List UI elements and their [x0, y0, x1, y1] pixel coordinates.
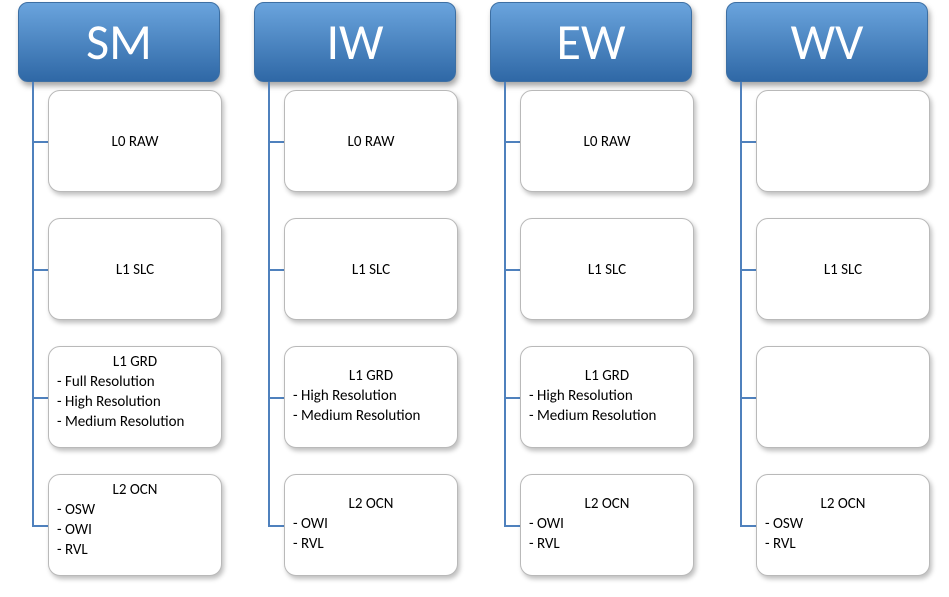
child-node: L1 SLC — [284, 218, 458, 320]
child-node: L0 RAW — [520, 90, 694, 192]
column-wv: WVL1 SLCL2 OCN- OSW- RVL — [726, 2, 928, 82]
child-title: L2 OCN — [521, 494, 693, 514]
child-node: L1 SLC — [520, 218, 694, 320]
child-node — [756, 90, 930, 192]
hierarchy-diagram: SML0 RAWL1 SLCL1 GRD- Full Resolution- H… — [0, 0, 949, 597]
child-node: L2 OCN- OSW- RVL — [756, 474, 930, 576]
child-sub-item: - High Resolution — [49, 392, 221, 412]
child-title: L1 SLC — [49, 260, 221, 280]
child-node: L2 OCN- OSW- OWI- RVL — [48, 474, 222, 576]
column-header: WV — [726, 2, 928, 82]
connector-branch — [32, 525, 48, 527]
child-title: L0 RAW — [521, 132, 693, 152]
child-title: L2 OCN — [49, 480, 221, 500]
connector-stem — [32, 82, 34, 525]
child-sub-item: - RVL — [285, 534, 457, 554]
child-sub-item: - Medium Resolution — [49, 412, 221, 432]
child-sub-item: - RVL — [49, 540, 221, 560]
column-ew: EWL0 RAWL1 SLCL1 GRD- High Resolution- M… — [490, 2, 692, 82]
child-title: L1 SLC — [757, 260, 929, 280]
child-node: L1 GRD- High Resolution- Medium Resoluti… — [520, 346, 694, 448]
child-sub-item: - OWI — [49, 520, 221, 540]
child-title: L2 OCN — [285, 494, 457, 514]
connector-branch — [504, 269, 520, 271]
connector-branch — [504, 397, 520, 399]
connector-stem — [504, 82, 506, 525]
child-title: L2 OCN — [757, 494, 929, 514]
child-node: L1 SLC — [756, 218, 930, 320]
connector-branch — [504, 141, 520, 143]
child-sub-item: - OWI — [521, 514, 693, 534]
child-node: L0 RAW — [48, 90, 222, 192]
child-node: L1 GRD- Full Resolution- High Resolution… — [48, 346, 222, 448]
child-sub-item: - High Resolution — [285, 386, 457, 406]
connector-branch — [32, 397, 48, 399]
child-node — [756, 346, 930, 448]
child-node: L1 GRD- High Resolution- Medium Resoluti… — [284, 346, 458, 448]
child-sub-item: - RVL — [521, 534, 693, 554]
child-title: L1 GRD — [285, 366, 457, 386]
connector-branch — [504, 525, 520, 527]
child-sub-item: - Medium Resolution — [521, 406, 693, 426]
connector-branch — [740, 141, 756, 143]
connector-branch — [740, 525, 756, 527]
connector-branch — [268, 397, 284, 399]
connector-branch — [268, 269, 284, 271]
child-sub-item: - Medium Resolution — [285, 406, 457, 426]
child-title: L1 SLC — [521, 260, 693, 280]
connector-branch — [268, 525, 284, 527]
child-sub-item: - OSW — [49, 500, 221, 520]
child-sub-item: - RVL — [757, 534, 929, 554]
child-node: L2 OCN- OWI- RVL — [520, 474, 694, 576]
child-title: L1 GRD — [521, 366, 693, 386]
child-sub-item: - OWI — [285, 514, 457, 534]
connector-branch — [740, 397, 756, 399]
child-node: L1 SLC — [48, 218, 222, 320]
child-sub-item: - High Resolution — [521, 386, 693, 406]
child-title: L1 SLC — [285, 260, 457, 280]
column-iw: IWL0 RAWL1 SLCL1 GRD- High Resolution- M… — [254, 2, 456, 82]
child-sub-item: - OSW — [757, 514, 929, 534]
child-title: L0 RAW — [285, 132, 457, 152]
connector-branch — [32, 141, 48, 143]
connector-stem — [268, 82, 270, 525]
connector-stem — [740, 82, 742, 525]
child-node: L2 OCN- OWI- RVL — [284, 474, 458, 576]
connector-branch — [32, 269, 48, 271]
column-header: SM — [18, 2, 220, 82]
child-title: L0 RAW — [49, 132, 221, 152]
column-sm: SML0 RAWL1 SLCL1 GRD- Full Resolution- H… — [18, 2, 220, 82]
connector-branch — [740, 269, 756, 271]
column-header: IW — [254, 2, 456, 82]
child-title — [757, 388, 929, 408]
child-node: L0 RAW — [284, 90, 458, 192]
child-title: L1 GRD — [49, 352, 221, 372]
child-title — [757, 132, 929, 152]
connector-branch — [268, 141, 284, 143]
child-sub-item: - Full Resolution — [49, 372, 221, 392]
column-header: EW — [490, 2, 692, 82]
